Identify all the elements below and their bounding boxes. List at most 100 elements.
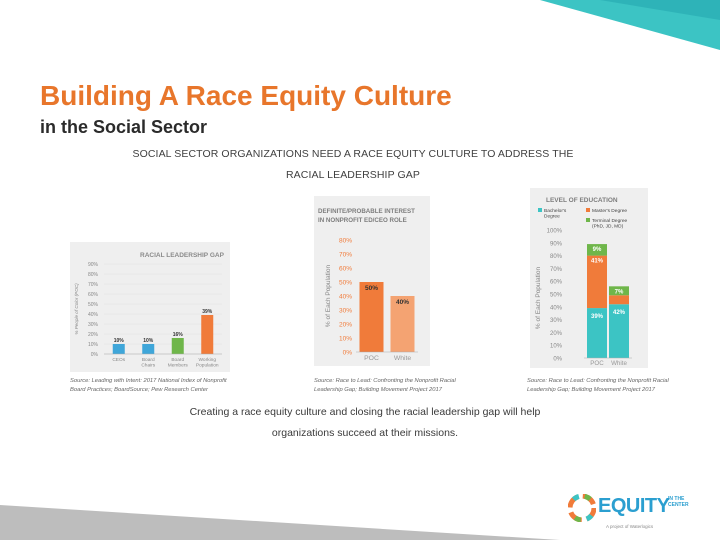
y-axis-label: % of Each Population: [325, 265, 332, 328]
chart-0-svg: RACIAL LEADERSHIP GAP % People of Color (…: [74, 252, 225, 369]
data-label: 39%: [591, 314, 604, 320]
y-tick-label: 10%: [550, 344, 563, 350]
conclusion-text: Creating a race equity culture and closi…: [189, 406, 541, 439]
education-chart: LEVEL OF EDUCATION Bachelor's Degree Master…: [530, 188, 648, 368]
y-tick-label: 40%: [88, 312, 99, 318]
chart-title-line-2: IN NONPROFIT ED/CEO ROLE: [318, 217, 407, 224]
logo-tagline: A project of Waterlogics: [606, 524, 654, 529]
source-note-1: Source: Leading with Intent: 2017 Nation…: [70, 378, 227, 393]
source-note-2: Source: Race to Lead: Confronting the No…: [314, 378, 456, 393]
y-tick-label: 0%: [343, 350, 353, 357]
x-tick-label: CEOs: [112, 357, 125, 363]
data-label: 50%: [365, 285, 378, 292]
equity-in-the-center-logo: EQUITY IN THE CENTER A project of Waterl…: [568, 488, 689, 534]
y-tick-label: 40%: [339, 294, 352, 301]
logo-suffix: IN THE CENTER: [668, 496, 689, 508]
page-subtitle: in the Social Sector: [40, 117, 208, 137]
x-tick-label: Chairs: [141, 363, 155, 369]
legend-label: Master's Degree: [592, 208, 627, 214]
y-tick-label: 50%: [550, 293, 563, 299]
data-label: 41%: [591, 259, 604, 265]
gray-bottom-band: [0, 505, 560, 540]
data-label: 9%: [593, 247, 602, 253]
y-axis-label: % People of Color (POC): [74, 283, 79, 335]
y-tick-label: 50%: [88, 302, 99, 308]
y-tick-label: 20%: [88, 332, 99, 338]
bar: [142, 344, 155, 354]
y-tick-label: 50%: [339, 280, 352, 287]
page-title: Building A Race Equity Culture: [40, 80, 452, 111]
y-tick-label: 40%: [550, 305, 563, 311]
stacked-bar-segment: [587, 308, 607, 358]
x-tick-label: Board: [142, 357, 155, 363]
logo-name: EQUITY: [598, 495, 670, 517]
stacked-bar-segment: [609, 304, 629, 358]
data-label: 16%: [173, 332, 184, 338]
y-tick-label: 10%: [339, 336, 352, 343]
y-tick-label: 20%: [550, 331, 563, 337]
bar: [171, 338, 184, 354]
data-label: 10%: [143, 338, 154, 344]
y-tick-label: 60%: [88, 292, 99, 298]
logo-mark-icon: [568, 494, 596, 522]
y-tick-label: 90%: [88, 262, 99, 268]
x-tick-label: POC: [590, 360, 604, 367]
legend-swatch: [586, 218, 590, 222]
data-label: 42%: [613, 310, 626, 316]
y-tick-label: 70%: [339, 252, 352, 259]
y-tick-label: 80%: [550, 254, 563, 260]
y-axis-label: % of Each Population: [535, 267, 542, 330]
x-tick-label: White: [394, 355, 412, 362]
y-tick-label: 70%: [550, 267, 563, 273]
x-tick-label: Board: [171, 357, 184, 363]
x-tick-label: POC: [364, 355, 379, 362]
y-tick-label: 30%: [550, 318, 563, 324]
y-tick-label: 20%: [339, 322, 352, 329]
stacked-bar-segment: [609, 286, 629, 296]
chart-title: RACIAL LEADERSHIP GAP: [140, 252, 225, 259]
y-tick-label: 60%: [550, 280, 563, 286]
headline: SOCIAL SECTOR ORGANIZATIONS NEED A RACE …: [132, 148, 574, 181]
stacked-bar-segment: [609, 295, 629, 305]
source-note-3: Source: Race to Lead: Confronting the No…: [527, 378, 669, 393]
x-tick-label: White: [611, 360, 627, 367]
legend-label: Degree: [544, 214, 560, 220]
data-label: 10%: [114, 338, 125, 344]
chart-title-line-1: DEFINITE/PROBABLE INTEREST: [318, 208, 415, 215]
y-tick-label: 10%: [88, 342, 99, 348]
data-label: 7%: [615, 289, 624, 295]
legend-label: Terminal Degree: [592, 218, 628, 224]
data-label: 39%: [202, 309, 213, 315]
chart-title: LEVEL OF EDUCATION: [546, 197, 618, 204]
data-label: 40%: [396, 299, 409, 306]
racial-leadership-gap-chart: RACIAL LEADERSHIP GAP % People of Color (…: [70, 242, 230, 372]
x-tick-label: Members: [168, 363, 189, 369]
y-tick-label: 90%: [550, 241, 563, 247]
legend-swatch: [538, 208, 542, 212]
teal-corner-shape-dark: [600, 0, 720, 20]
x-tick-label: Working: [198, 357, 216, 363]
y-tick-label: 80%: [339, 238, 352, 245]
bar: [390, 296, 415, 352]
stacked-bar-segment: [587, 244, 607, 256]
y-tick-label: 30%: [339, 308, 352, 315]
legend-label: (PhD, JD, MD): [592, 224, 624, 230]
y-tick-label: 0%: [91, 352, 99, 358]
y-tick-label: 100%: [547, 229, 563, 235]
interest-chart: DEFINITE/PROBABLE INTEREST IN NONPROFIT E…: [314, 196, 430, 366]
stacked-bar-segment: [587, 255, 607, 309]
y-tick-label: 0%: [553, 357, 562, 363]
bar: [112, 344, 125, 354]
chart-1-svg: DEFINITE/PROBABLE INTEREST IN NONPROFIT E…: [318, 208, 418, 362]
bar: [201, 315, 214, 354]
y-tick-label: 30%: [88, 322, 99, 328]
bar: [359, 282, 384, 352]
y-tick-label: 70%: [88, 282, 99, 288]
legend-label: Bachelor's: [544, 208, 567, 214]
legend-swatch: [586, 208, 590, 212]
x-tick-label: Population: [196, 363, 219, 369]
y-tick-label: 60%: [339, 266, 352, 273]
y-tick-label: 80%: [88, 272, 99, 278]
